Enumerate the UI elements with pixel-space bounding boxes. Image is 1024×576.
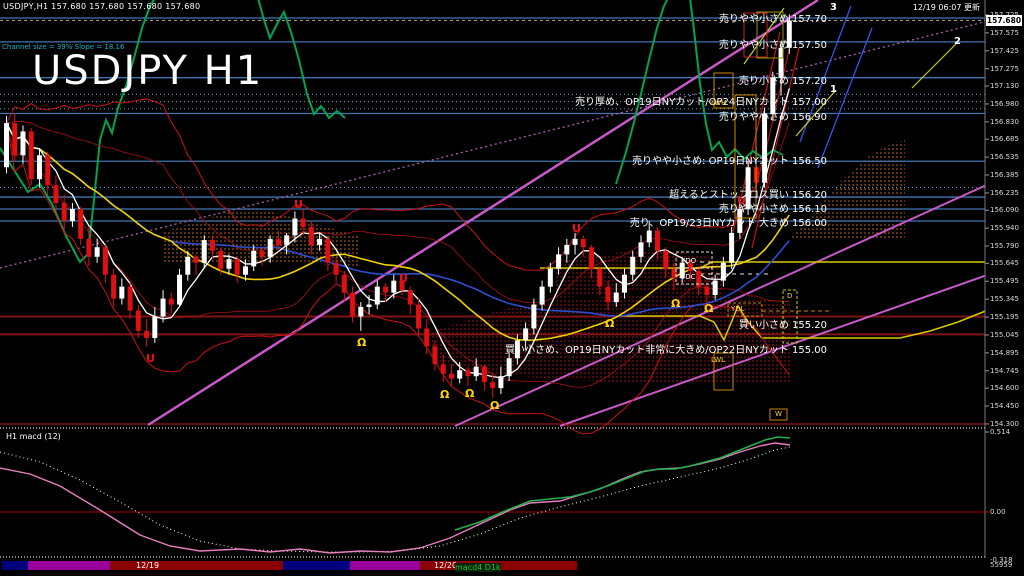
session-segment xyxy=(2,561,28,570)
symbol-ohlc-line: USDJPY,H1 157.680 157.680 157.680 157.68… xyxy=(3,2,201,11)
svg-text:U: U xyxy=(399,272,408,285)
chart-watermark-title: USDJPY H1 xyxy=(32,48,264,94)
svg-text:Ω: Ω xyxy=(704,302,714,315)
svg-text:Ω: Ω xyxy=(357,336,367,349)
svg-text:U: U xyxy=(294,198,303,211)
session-segment xyxy=(28,561,110,570)
svg-text:Ω: Ω xyxy=(490,399,500,412)
current-price-tag: 157.680 xyxy=(986,15,1022,26)
svg-text:Ω: Ω xyxy=(605,317,615,330)
svg-text:U: U xyxy=(737,194,746,207)
channel-info-label: Channel size = 39% Slope = 18.16 xyxy=(2,43,125,51)
time-axis[interactable]: 12/19 12/20 macd4 D1k xyxy=(0,558,1024,576)
date-label: 12/19 xyxy=(136,561,160,570)
session-segment xyxy=(110,561,283,570)
svg-text:Ω: Ω xyxy=(465,387,475,400)
update-timestamp: 12/19 06:07 更新 xyxy=(912,3,980,12)
svg-text:Ω: Ω xyxy=(671,297,681,310)
macd-panel-label: H1 macd (12) xyxy=(6,432,61,441)
date-label: 12/20 xyxy=(434,561,458,570)
session-segment xyxy=(350,561,420,570)
svg-text:U: U xyxy=(572,222,581,235)
session-segment xyxy=(283,561,350,570)
svg-text:Ω: Ω xyxy=(440,388,450,401)
svg-text:U: U xyxy=(146,352,155,365)
axis-watermark: macd4 D1k xyxy=(455,563,501,572)
